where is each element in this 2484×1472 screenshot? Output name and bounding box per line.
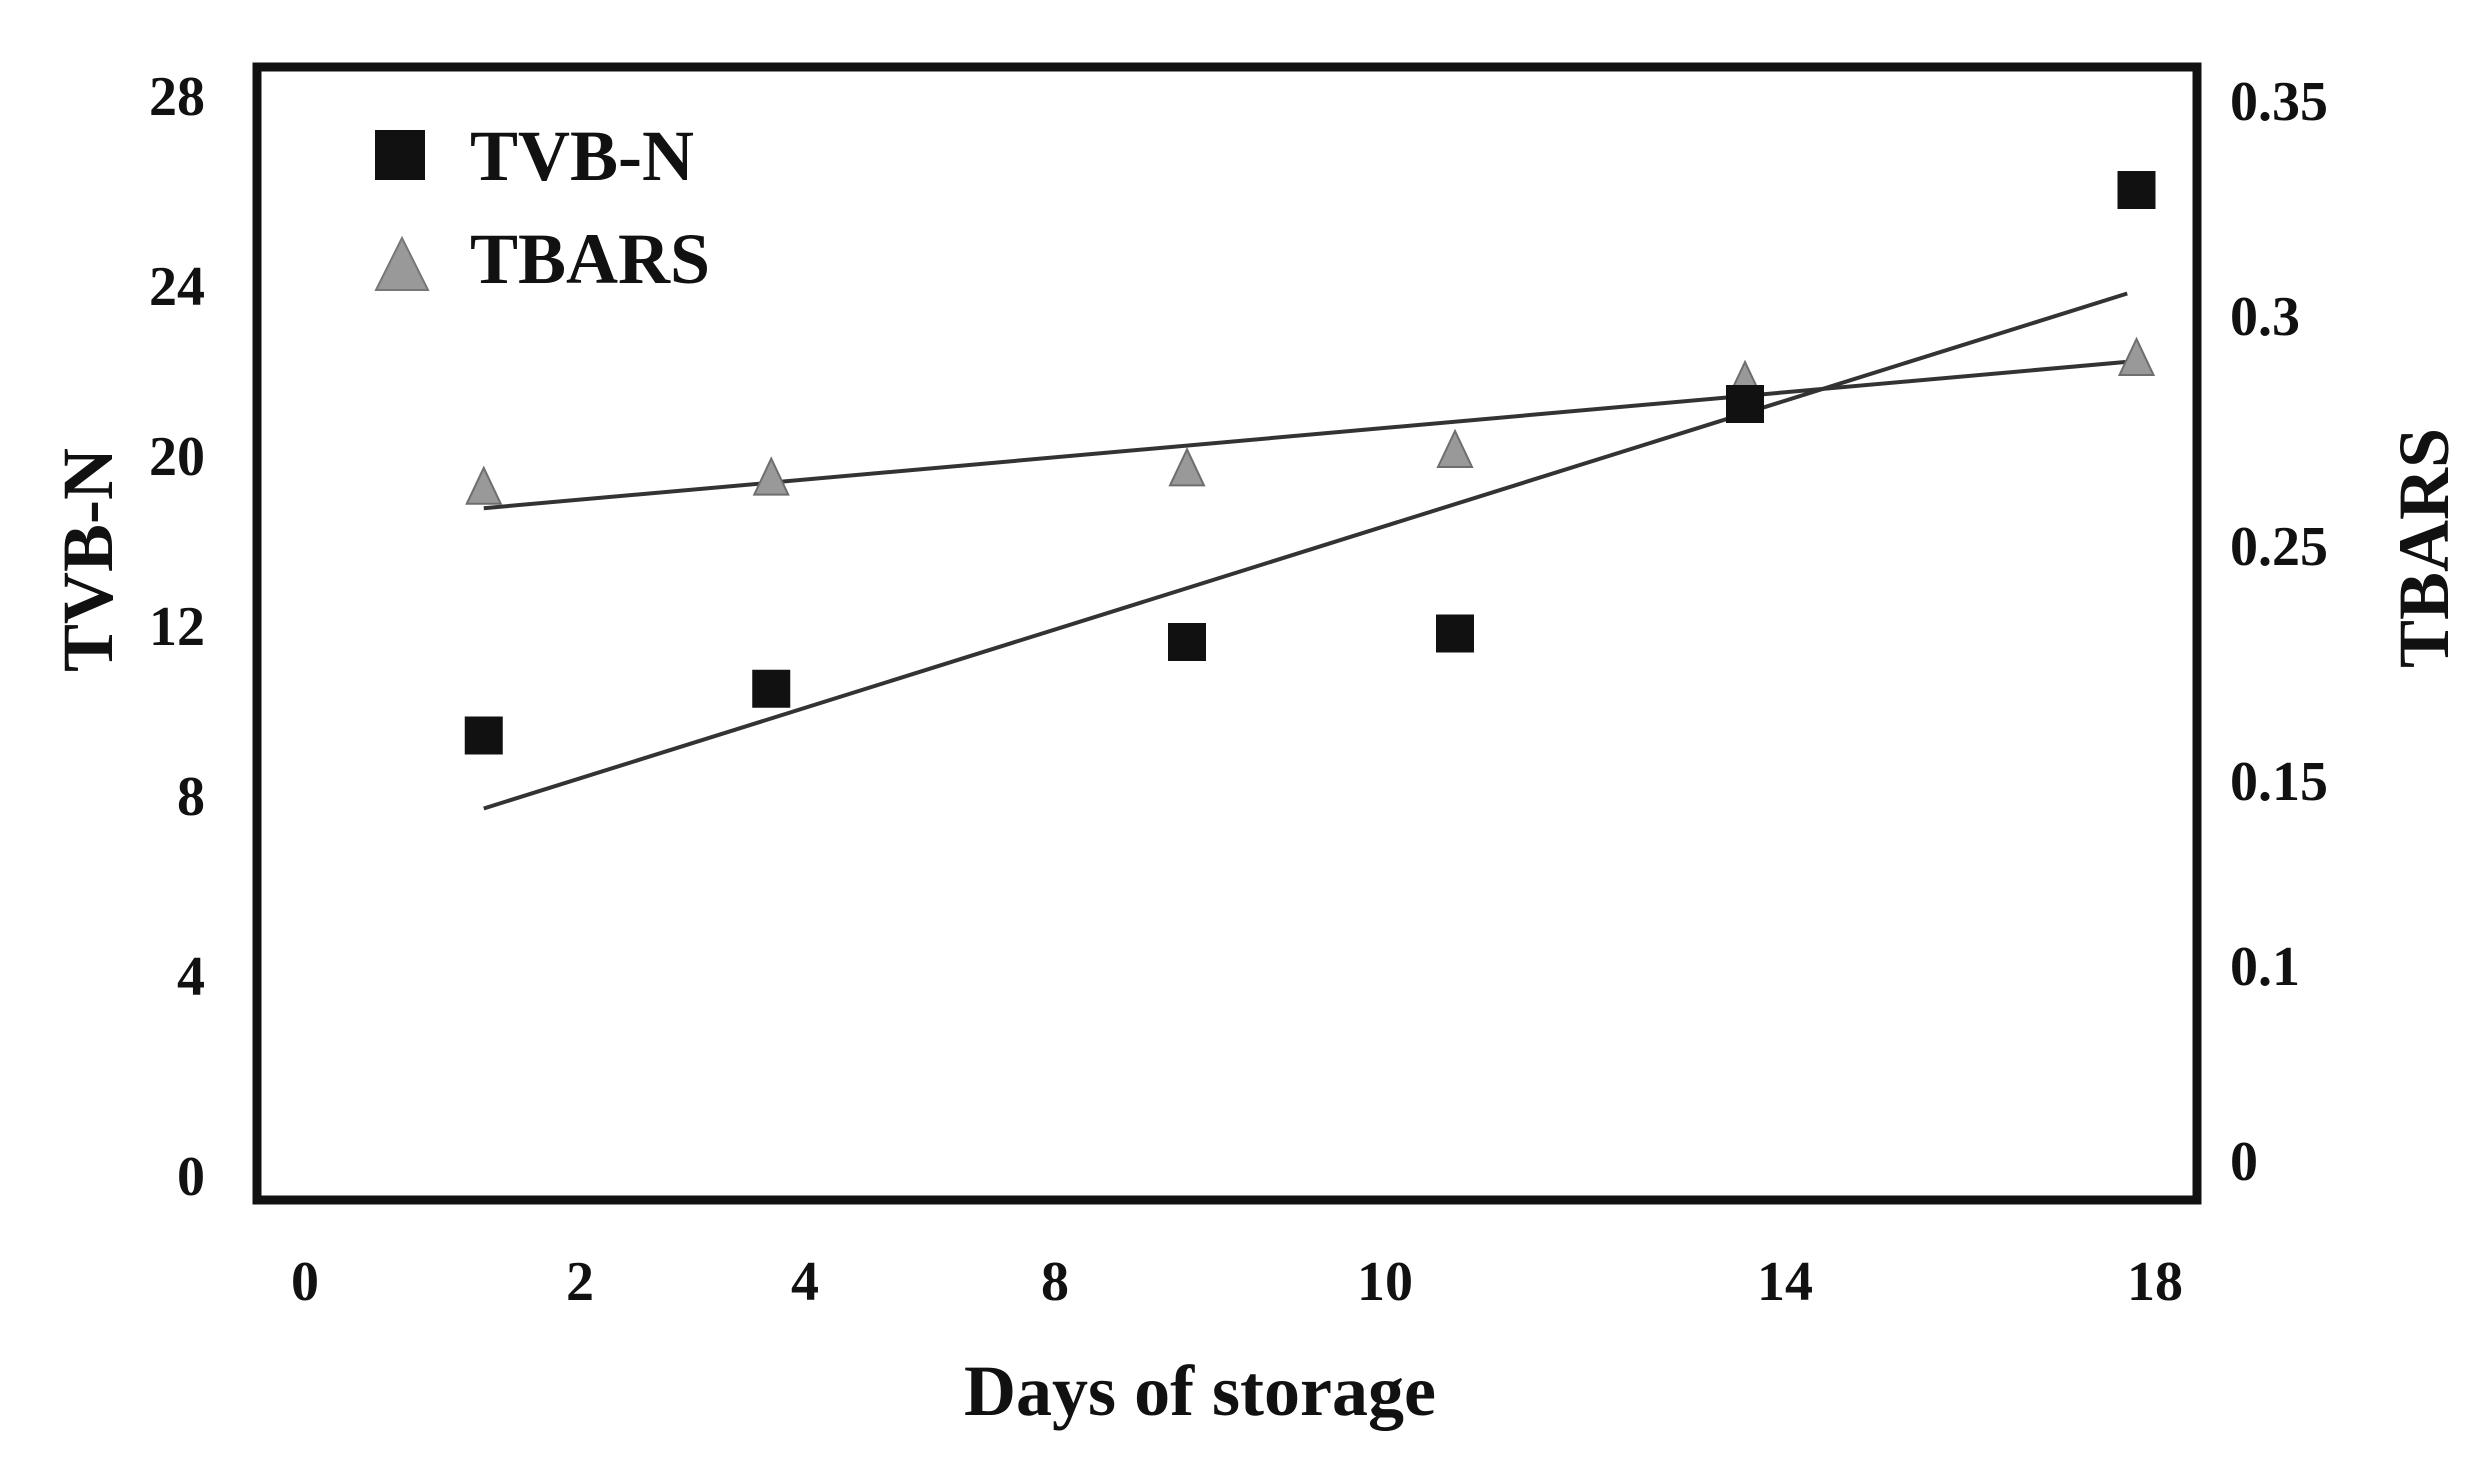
right-axis-title: TBARS [2384, 428, 2464, 668]
x-tick-labels: 0 2 4 8 10 14 18 [291, 1251, 2183, 1313]
x-tick-label: 14 [1757, 1251, 1813, 1313]
left-tick-label: 20 [149, 426, 205, 488]
right-axis-tick-labels: 0 0.1 0.15 0.25 0.3 0.35 [2230, 71, 2328, 1193]
tbars-point [1168, 447, 1206, 487]
trend-line-tvb-n [483, 291, 2128, 811]
x-tick-label: 10 [1357, 1251, 1413, 1313]
tvbn-point [464, 716, 503, 755]
right-tick-label: 0.25 [2230, 516, 2328, 578]
left-tick-label: 8 [177, 766, 205, 828]
right-tick-label: 0.1 [2230, 936, 2300, 998]
x-tick-label: 0 [291, 1251, 319, 1313]
x-tick-label: 8 [1041, 1251, 1069, 1313]
x-tick-label: 2 [566, 1251, 594, 1313]
x-axis-title: Days of storage [964, 1351, 1436, 1431]
legend-marker-tbars [374, 235, 430, 291]
left-tick-label: 4 [177, 946, 205, 1008]
right-tick-label: 0 [2230, 1131, 2258, 1193]
left-axis-title: TVB-N [48, 448, 128, 672]
tvbn-point [1436, 614, 1474, 653]
data-markers [464, 171, 2156, 755]
right-tick-label: 0.35 [2230, 71, 2328, 133]
tbars-point [1436, 428, 1474, 468]
left-tick-label: 24 [149, 256, 205, 318]
x-tick-label: 18 [2127, 1251, 2183, 1313]
x-tick-label: 4 [791, 1251, 819, 1313]
tvbn-point [1168, 623, 1206, 661]
right-tick-label: 0.3 [2230, 286, 2300, 348]
left-tick-label: 12 [149, 596, 205, 658]
right-tick-label: 0.15 [2230, 751, 2328, 813]
left-axis-tick-labels: 0 4 8 12 20 24 28 [149, 66, 205, 1208]
tbars-point [752, 456, 790, 496]
plot-frame [252, 62, 2202, 1205]
tbars-point [465, 465, 503, 505]
legend-label-tvbn: TVB-N [470, 116, 694, 196]
legend-label-tbars: TBARS [470, 219, 710, 299]
left-tick-label: 28 [149, 66, 205, 128]
tvbn-point [2117, 171, 2156, 209]
tvbn-point [1726, 385, 1764, 423]
legend: TVB-N TBARS [374, 116, 710, 299]
tbars-point [2117, 336, 2156, 376]
legend-marker-tvbn [375, 130, 425, 180]
left-tick-label: 0 [177, 1146, 205, 1208]
tvbn-point [752, 669, 791, 708]
